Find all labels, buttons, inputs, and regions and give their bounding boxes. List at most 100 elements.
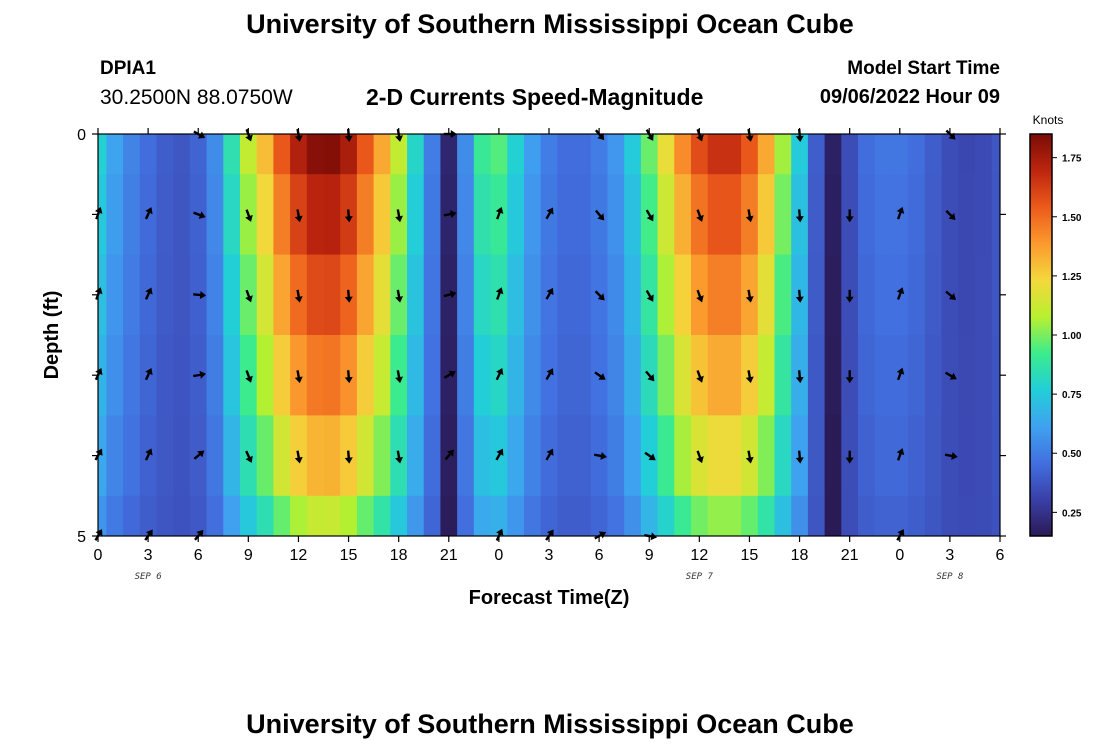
heatmap-cell [607,335,625,416]
arrow-head [95,448,103,456]
heatmap-cell [991,495,1000,536]
colorbar-label: Knots [1033,113,1064,127]
heatmap-cell [974,254,993,336]
heatmap-cell [774,415,792,497]
heatmap-cell [924,174,943,256]
colorbar-tick-label: 1.50 [1062,213,1082,224]
heatmap-cell [173,495,191,536]
heatmap-cell [123,415,141,497]
station-id: DPIA1 [100,58,156,79]
arrow-head [449,290,457,299]
heatmap-cell [690,134,709,175]
heatmap-cell [273,134,291,175]
heatmap-cell [974,495,993,536]
heatmap-cell [874,335,893,416]
heatmap-cell [774,335,792,416]
arrow-head [795,296,804,303]
current-arrow [795,370,804,384]
arrow-head [145,207,153,215]
heatmap-cell [640,495,659,536]
heatmap-cell [858,174,876,256]
arrow-head [745,135,754,142]
current-arrow [945,210,956,221]
current-arrow [896,367,905,381]
heatmap-cell [807,495,826,536]
current-arrow [245,289,253,303]
heatmap-cell [557,415,575,497]
current-arrow [845,370,854,384]
arrow-head [546,448,554,456]
heatmap-cell [924,415,943,497]
x-tick-label: 6 [595,547,604,564]
heatmap-cell [841,495,859,536]
heatmap-cell [824,335,842,416]
current-arrow [896,287,905,300]
heatmap-cell [707,254,725,336]
current-arrow [344,209,353,223]
heatmap-cell [173,335,191,416]
heatmap-cell [206,415,224,497]
current-arrow [545,287,554,300]
arrow-head [94,287,103,295]
heatmap-cell [657,495,675,536]
heatmap-cell [473,335,492,416]
heatmap-cell [974,415,993,497]
heatmap-cell [323,174,341,256]
heatmap-cell [724,335,742,416]
heatmap-cell [507,254,525,336]
heatmap-cell [607,134,625,175]
current-arrow [696,289,704,303]
heatmap-cell [657,134,675,175]
arrow-head [845,296,854,303]
heatmap-cell [640,134,659,175]
current-arrow [845,450,854,464]
arrow-head [646,133,654,141]
heatmap-cell [757,254,776,336]
heatmap-cell [523,415,542,497]
current-arrow [395,289,403,303]
arrow-head [245,455,253,463]
heatmap-cell [206,134,224,175]
heatmap-cell [156,335,174,416]
heatmap-cell [891,495,909,536]
heatmap-cell [373,335,391,416]
heatmap-cell [707,415,725,497]
heatmap-cell [373,495,391,536]
heatmap-cell [223,174,241,256]
heatmap-cell [390,134,408,175]
arrow-head [745,376,754,384]
arrow-head [294,376,303,384]
heatmap-cell [574,134,592,175]
heatmap-cell [457,495,475,536]
current-arrow [795,289,804,303]
heatmap-cell [624,174,642,256]
heatmap-cell [306,495,325,536]
current-arrow [344,289,353,303]
arrow-head [145,529,153,537]
heatmap-cell [674,335,692,416]
heatmap-cell [356,134,375,175]
heatmap-cell [256,174,274,256]
heatmap-cell [423,415,442,497]
current-arrow [696,370,704,383]
current-arrow [443,210,457,218]
heatmap-cell [690,495,709,536]
heatmap-cell [974,134,993,175]
heatmap-cell [858,254,876,336]
heatmap-cell [156,415,174,497]
current-arrow [443,370,456,379]
heatmap-cell [724,134,742,175]
current-arrow [795,450,804,464]
heatmap-cell [189,134,208,175]
arrow-head [546,368,554,376]
current-arrow [945,290,957,300]
heatmap-cell [173,174,191,256]
arrow-head [245,134,253,142]
current-arrow [495,287,504,300]
arrow-head [395,296,403,303]
heatmap-cell [423,254,442,336]
heatmap-cell [256,134,274,175]
heatmap-cell [958,134,976,175]
heatmap-cell [507,335,525,416]
heatmap-cell [98,495,107,536]
